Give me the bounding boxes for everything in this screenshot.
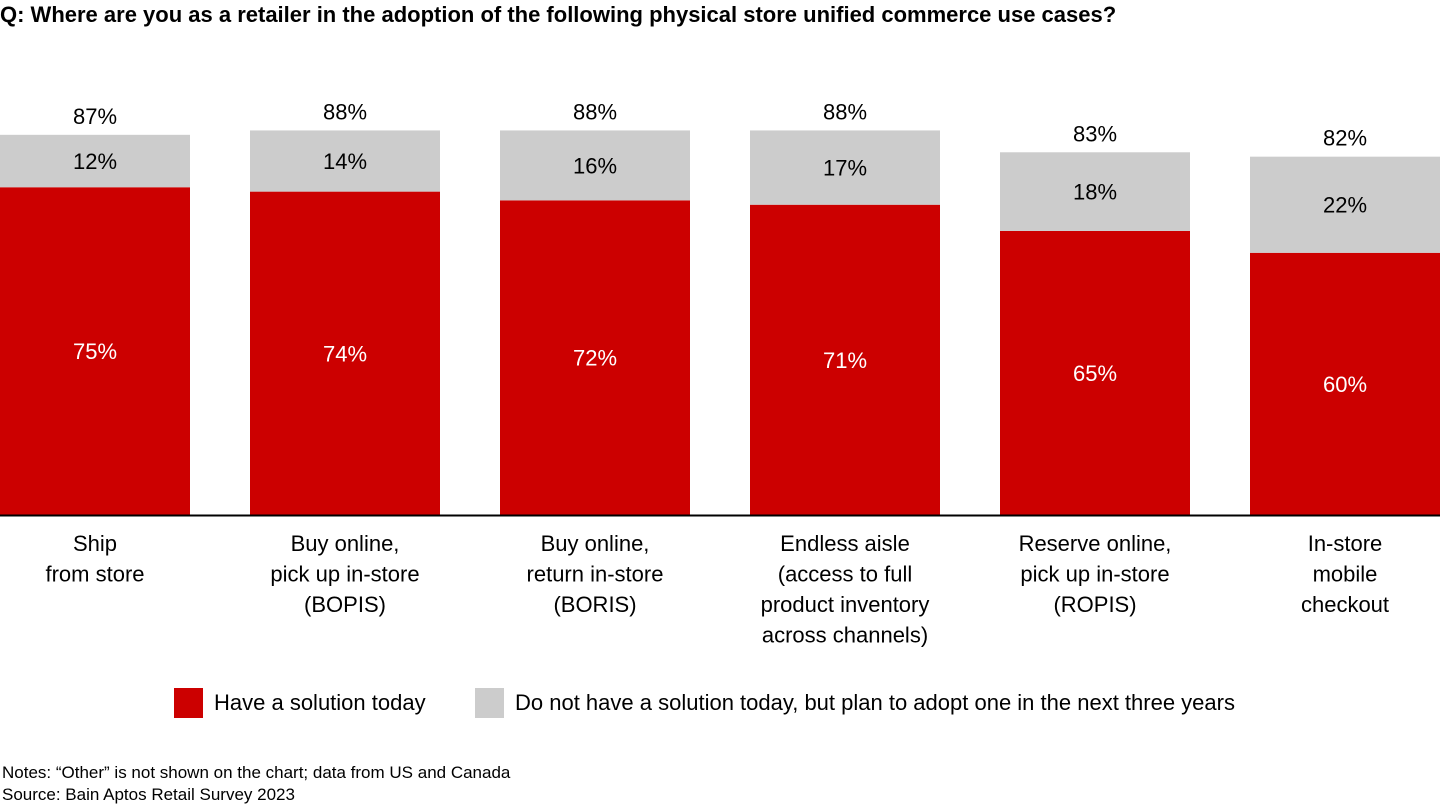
notes-line: Notes: “Other” is not shown on the chart… — [2, 763, 511, 782]
category-label: pick up in-store — [1020, 562, 1169, 587]
data-label-plan: 18% — [1073, 180, 1117, 205]
data-label-total: 88% — [323, 99, 367, 124]
legend-swatch-plan — [475, 688, 504, 718]
category-label: (BORIS) — [553, 592, 636, 617]
bar-plan — [250, 130, 440, 192]
data-label-plan: 12% — [73, 149, 117, 174]
stacked-bar-chart: 75% 12% 87% Ship from store 74% 14% 88% Buy onli… — [0, 99, 1440, 648]
data-label-plan: 16% — [573, 153, 617, 178]
category-label: pick up in-store — [270, 562, 419, 587]
data-label-total: 87% — [73, 104, 117, 129]
data-label-have: 65% — [1073, 361, 1117, 386]
category-label: product inventory — [761, 592, 930, 617]
data-label-total: 88% — [823, 99, 867, 124]
chart-question-title: Q: Where are you as a retailer in the ad… — [0, 2, 1117, 27]
bar-plan — [1000, 152, 1190, 231]
legend-item-plan: Do not have a solution today, but plan t… — [475, 688, 1235, 718]
category-label: Endless aisle — [780, 531, 910, 556]
data-label-total: 83% — [1073, 121, 1117, 146]
bar-have — [1250, 252, 1440, 516]
source-line: Source: Bain Aptos Retail Survey 2023 — [2, 785, 295, 804]
bar-plan — [500, 130, 690, 201]
legend-item-have: Have a solution today — [174, 688, 426, 718]
category-label: from store — [45, 562, 144, 587]
data-label-plan: 22% — [1323, 193, 1367, 218]
bar-plan — [1250, 156, 1440, 253]
category-label: across channels) — [762, 623, 928, 648]
data-label-have: 75% — [73, 339, 117, 364]
category-label: mobile — [1313, 562, 1378, 587]
data-label-plan: 17% — [823, 156, 867, 181]
category-label: (access to full — [778, 562, 913, 587]
data-label-plan: 14% — [323, 149, 367, 174]
category-label: checkout — [1301, 592, 1389, 617]
data-label-have: 60% — [1323, 372, 1367, 397]
category-label: (BOPIS) — [304, 592, 386, 617]
bar-have — [1000, 230, 1190, 515]
category-label: Reserve online, — [1019, 531, 1172, 556]
category-label: (ROPIS) — [1053, 592, 1136, 617]
data-label-have: 72% — [573, 346, 617, 371]
category-label: Buy online, — [541, 531, 650, 556]
data-label-have: 74% — [323, 341, 367, 366]
data-label-have: 71% — [823, 348, 867, 373]
data-label-total: 88% — [573, 99, 617, 124]
bar-have — [250, 191, 440, 515]
legend: Have a solution today Do not have a solu… — [0, 688, 1440, 722]
bar-plan — [0, 134, 190, 188]
footnotes: Notes: “Other” is not shown on the chart… — [2, 762, 510, 806]
bar-have — [500, 200, 690, 516]
data-label-total: 82% — [1323, 126, 1367, 151]
legend-label-plan: Do not have a solution today, but plan t… — [515, 690, 1235, 715]
legend-swatch-have — [174, 688, 203, 718]
legend-label-have: Have a solution today — [214, 690, 426, 715]
category-label: Buy online, — [291, 531, 400, 556]
category-label: Ship — [73, 531, 117, 556]
bar-have — [750, 204, 940, 516]
bar-plan — [750, 130, 940, 205]
category-label: return in-store — [527, 562, 664, 587]
category-label: In-store — [1308, 531, 1383, 556]
bar-have — [0, 187, 190, 515]
